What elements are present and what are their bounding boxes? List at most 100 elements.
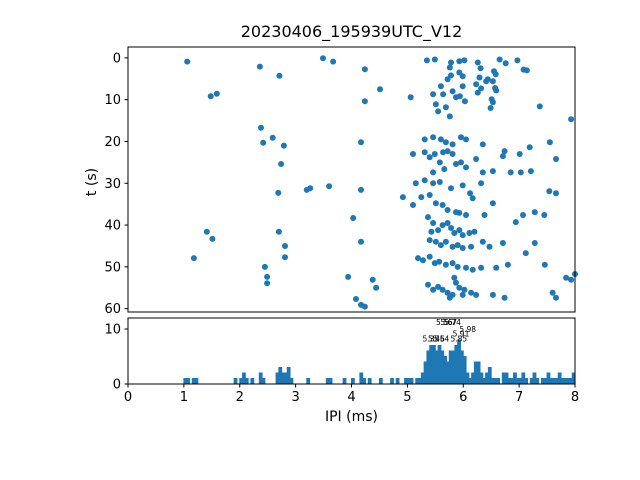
- peak-annotation: 5.91: [453, 330, 470, 339]
- scatter-point: [536, 103, 543, 110]
- x-axis-label: IPI (ms): [324, 409, 378, 425]
- scatter-point: [436, 179, 443, 185]
- scatter-point: [512, 219, 519, 226]
- peak-annotation: 5.98: [459, 325, 476, 334]
- scatter-point: [425, 214, 431, 221]
- scatter-point: [489, 168, 496, 175]
- scatter-point: [492, 71, 499, 78]
- y-tick-label: 10: [104, 93, 121, 108]
- x-tick-label: 1: [180, 390, 188, 405]
- scatter-point: [489, 291, 496, 298]
- scatter-point: [468, 289, 475, 296]
- scatter-point: [501, 148, 508, 155]
- plot-title: 20230406_195939UTC_V12: [240, 22, 463, 41]
- scatter-point: [430, 180, 437, 187]
- scatter-point: [353, 296, 359, 302]
- scatter-point: [407, 94, 414, 101]
- histogram-bars: [128, 339, 575, 385]
- scatter-point: [469, 266, 476, 273]
- scatter-point: [453, 161, 459, 167]
- peak-annotation: 5.85: [450, 335, 467, 344]
- x-tick-label: 5: [403, 390, 411, 405]
- scatter-point: [459, 182, 466, 189]
- scatter-point: [358, 186, 364, 193]
- scatter-point: [514, 57, 521, 64]
- scatter-point: [478, 85, 485, 92]
- scatter-point: [546, 188, 553, 195]
- scatter-point: [442, 139, 449, 146]
- scatter-point: [361, 66, 368, 73]
- scatter-point: [437, 242, 444, 249]
- scatter-point: [448, 59, 454, 66]
- scatter-point: [203, 228, 210, 235]
- scatter-point: [522, 250, 529, 257]
- scatter-point: [541, 261, 548, 268]
- scatter-point: [435, 108, 442, 115]
- scatter-point: [456, 227, 463, 234]
- scatter-point: [489, 78, 496, 85]
- scatter-point: [439, 202, 446, 208]
- scatter-point: [568, 276, 575, 283]
- scatter-point: [531, 240, 538, 246]
- scatter-point: [473, 156, 480, 162]
- scatter-point: [454, 263, 461, 270]
- scatter-point: [426, 192, 433, 198]
- scatter-point: [467, 190, 473, 197]
- scatter-point: [499, 153, 506, 160]
- scatter-point: [275, 189, 282, 196]
- x-tick-label: 2: [236, 390, 244, 405]
- scatter-point: [501, 294, 508, 301]
- scatter-point: [444, 76, 451, 83]
- scatter-point: [526, 144, 533, 151]
- peak-annotation: 5.46: [428, 335, 445, 344]
- scatter-point: [444, 148, 451, 155]
- scatter-point: [449, 88, 456, 95]
- scatter-point: [463, 264, 469, 271]
- scatter-point: [448, 185, 454, 192]
- scatter-point: [451, 274, 458, 281]
- scatter-point: [418, 194, 425, 201]
- scatter-point: [435, 227, 442, 234]
- scatter-point: [477, 65, 484, 72]
- scatter-point: [442, 261, 449, 268]
- scatter-point: [275, 228, 282, 235]
- scatter-point: [563, 274, 570, 281]
- peak-annotation: 5.56: [436, 318, 453, 327]
- scatter-points-group: [184, 55, 578, 310]
- scatter-point: [463, 136, 469, 143]
- scatter-point: [442, 238, 449, 245]
- scatter-point: [373, 284, 380, 291]
- scatter-point: [412, 180, 419, 187]
- scatter-point: [264, 280, 271, 287]
- x-tick-label: 4: [347, 390, 355, 405]
- scatter-point: [474, 89, 481, 96]
- scatter-point: [209, 235, 216, 242]
- scatter-point: [453, 279, 459, 286]
- peak-annotation: 5.74: [444, 318, 461, 327]
- scatter-point: [516, 151, 523, 157]
- scatter-point: [493, 264, 500, 271]
- scatter-point: [440, 91, 447, 98]
- scatter-point: [541, 212, 548, 218]
- scatter-point: [449, 141, 456, 148]
- scatter-point: [358, 238, 364, 245]
- scatter-point: [264, 273, 271, 280]
- top-axes-frame: [127, 46, 576, 313]
- scatter-point: [456, 58, 463, 65]
- scatter-point: [459, 73, 466, 80]
- scatter-point: [479, 141, 486, 148]
- y-tick-label: 0: [113, 51, 121, 66]
- x-tick-label: 8: [571, 390, 579, 405]
- scatter-point: [361, 303, 368, 310]
- scatter-point: [479, 238, 486, 245]
- scatter-point: [553, 156, 559, 162]
- scatter-point: [260, 139, 267, 146]
- scatter-point: [428, 228, 435, 235]
- scatter-point: [345, 273, 352, 280]
- scatter-point: [439, 222, 446, 229]
- x-tick-label: 7: [515, 390, 523, 405]
- x-tick-label: 3: [291, 390, 299, 405]
- y-tick-label: 30: [104, 177, 121, 192]
